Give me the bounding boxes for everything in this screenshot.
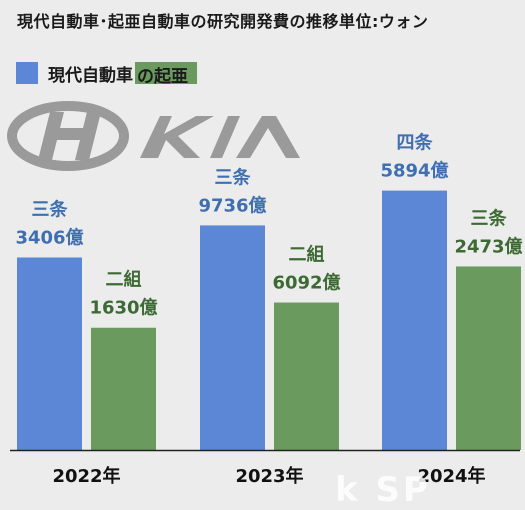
- category-label-2024年: 2024年: [417, 465, 485, 487]
- value-label-hyundai-2023年-1: 三条: [215, 166, 252, 188]
- value-label-kia-2022年-2: 1630億: [89, 297, 157, 319]
- value-label-kia-2023年-1: 二組: [289, 244, 325, 266]
- value-label-kia-2024年-2: 2473億: [454, 235, 522, 257]
- chart-title: 現代自動車･起亜自動車の研究開発費の推移単位:ウォン: [17, 12, 429, 31]
- bar-hyundai-2024年: [382, 190, 447, 451]
- value-label-hyundai-2024年-1: 四条: [397, 132, 434, 154]
- category-label-2023年: 2023年: [235, 465, 303, 487]
- bar-hyundai-2023年: [200, 225, 265, 450]
- value-label-hyundai-2023年-2: 9736億: [198, 194, 266, 216]
- kia-logo: [140, 116, 300, 158]
- value-label-kia-2022年-1: 二組: [106, 269, 142, 291]
- bar-kia-2023年: [274, 302, 339, 450]
- category-label-2022年: 2022年: [52, 465, 120, 487]
- hyundai-logo: [7, 101, 129, 171]
- bar-kia-2024年: [456, 266, 521, 450]
- value-label-kia-2024年-1: 三条: [471, 207, 508, 229]
- legend-label-kia: の起亜: [137, 67, 188, 87]
- watermark: k SP: [335, 470, 431, 510]
- value-label-kia-2023年-2: 6092億: [272, 272, 340, 294]
- bar-kia-2022年: [91, 327, 156, 450]
- bar-hyundai-2022年: [17, 257, 82, 450]
- value-label-hyundai-2022年-2: 3406億: [15, 226, 83, 248]
- value-label-hyundai-2022年-1: 三条: [32, 198, 69, 220]
- legend: 現代自動車: [16, 60, 133, 86]
- legend-label-hyundai: 現代自動車: [48, 65, 133, 86]
- legend-swatch-kia: [135, 62, 197, 84]
- bar-chart: 三条3406億二組1630億三条9736億二組6092億四条5894億三条247…: [10, 132, 523, 487]
- brand-logos: [7, 101, 300, 171]
- legend-swatch-hyundai: [16, 62, 38, 84]
- value-label-hyundai-2024年-2: 5894億: [380, 160, 448, 182]
